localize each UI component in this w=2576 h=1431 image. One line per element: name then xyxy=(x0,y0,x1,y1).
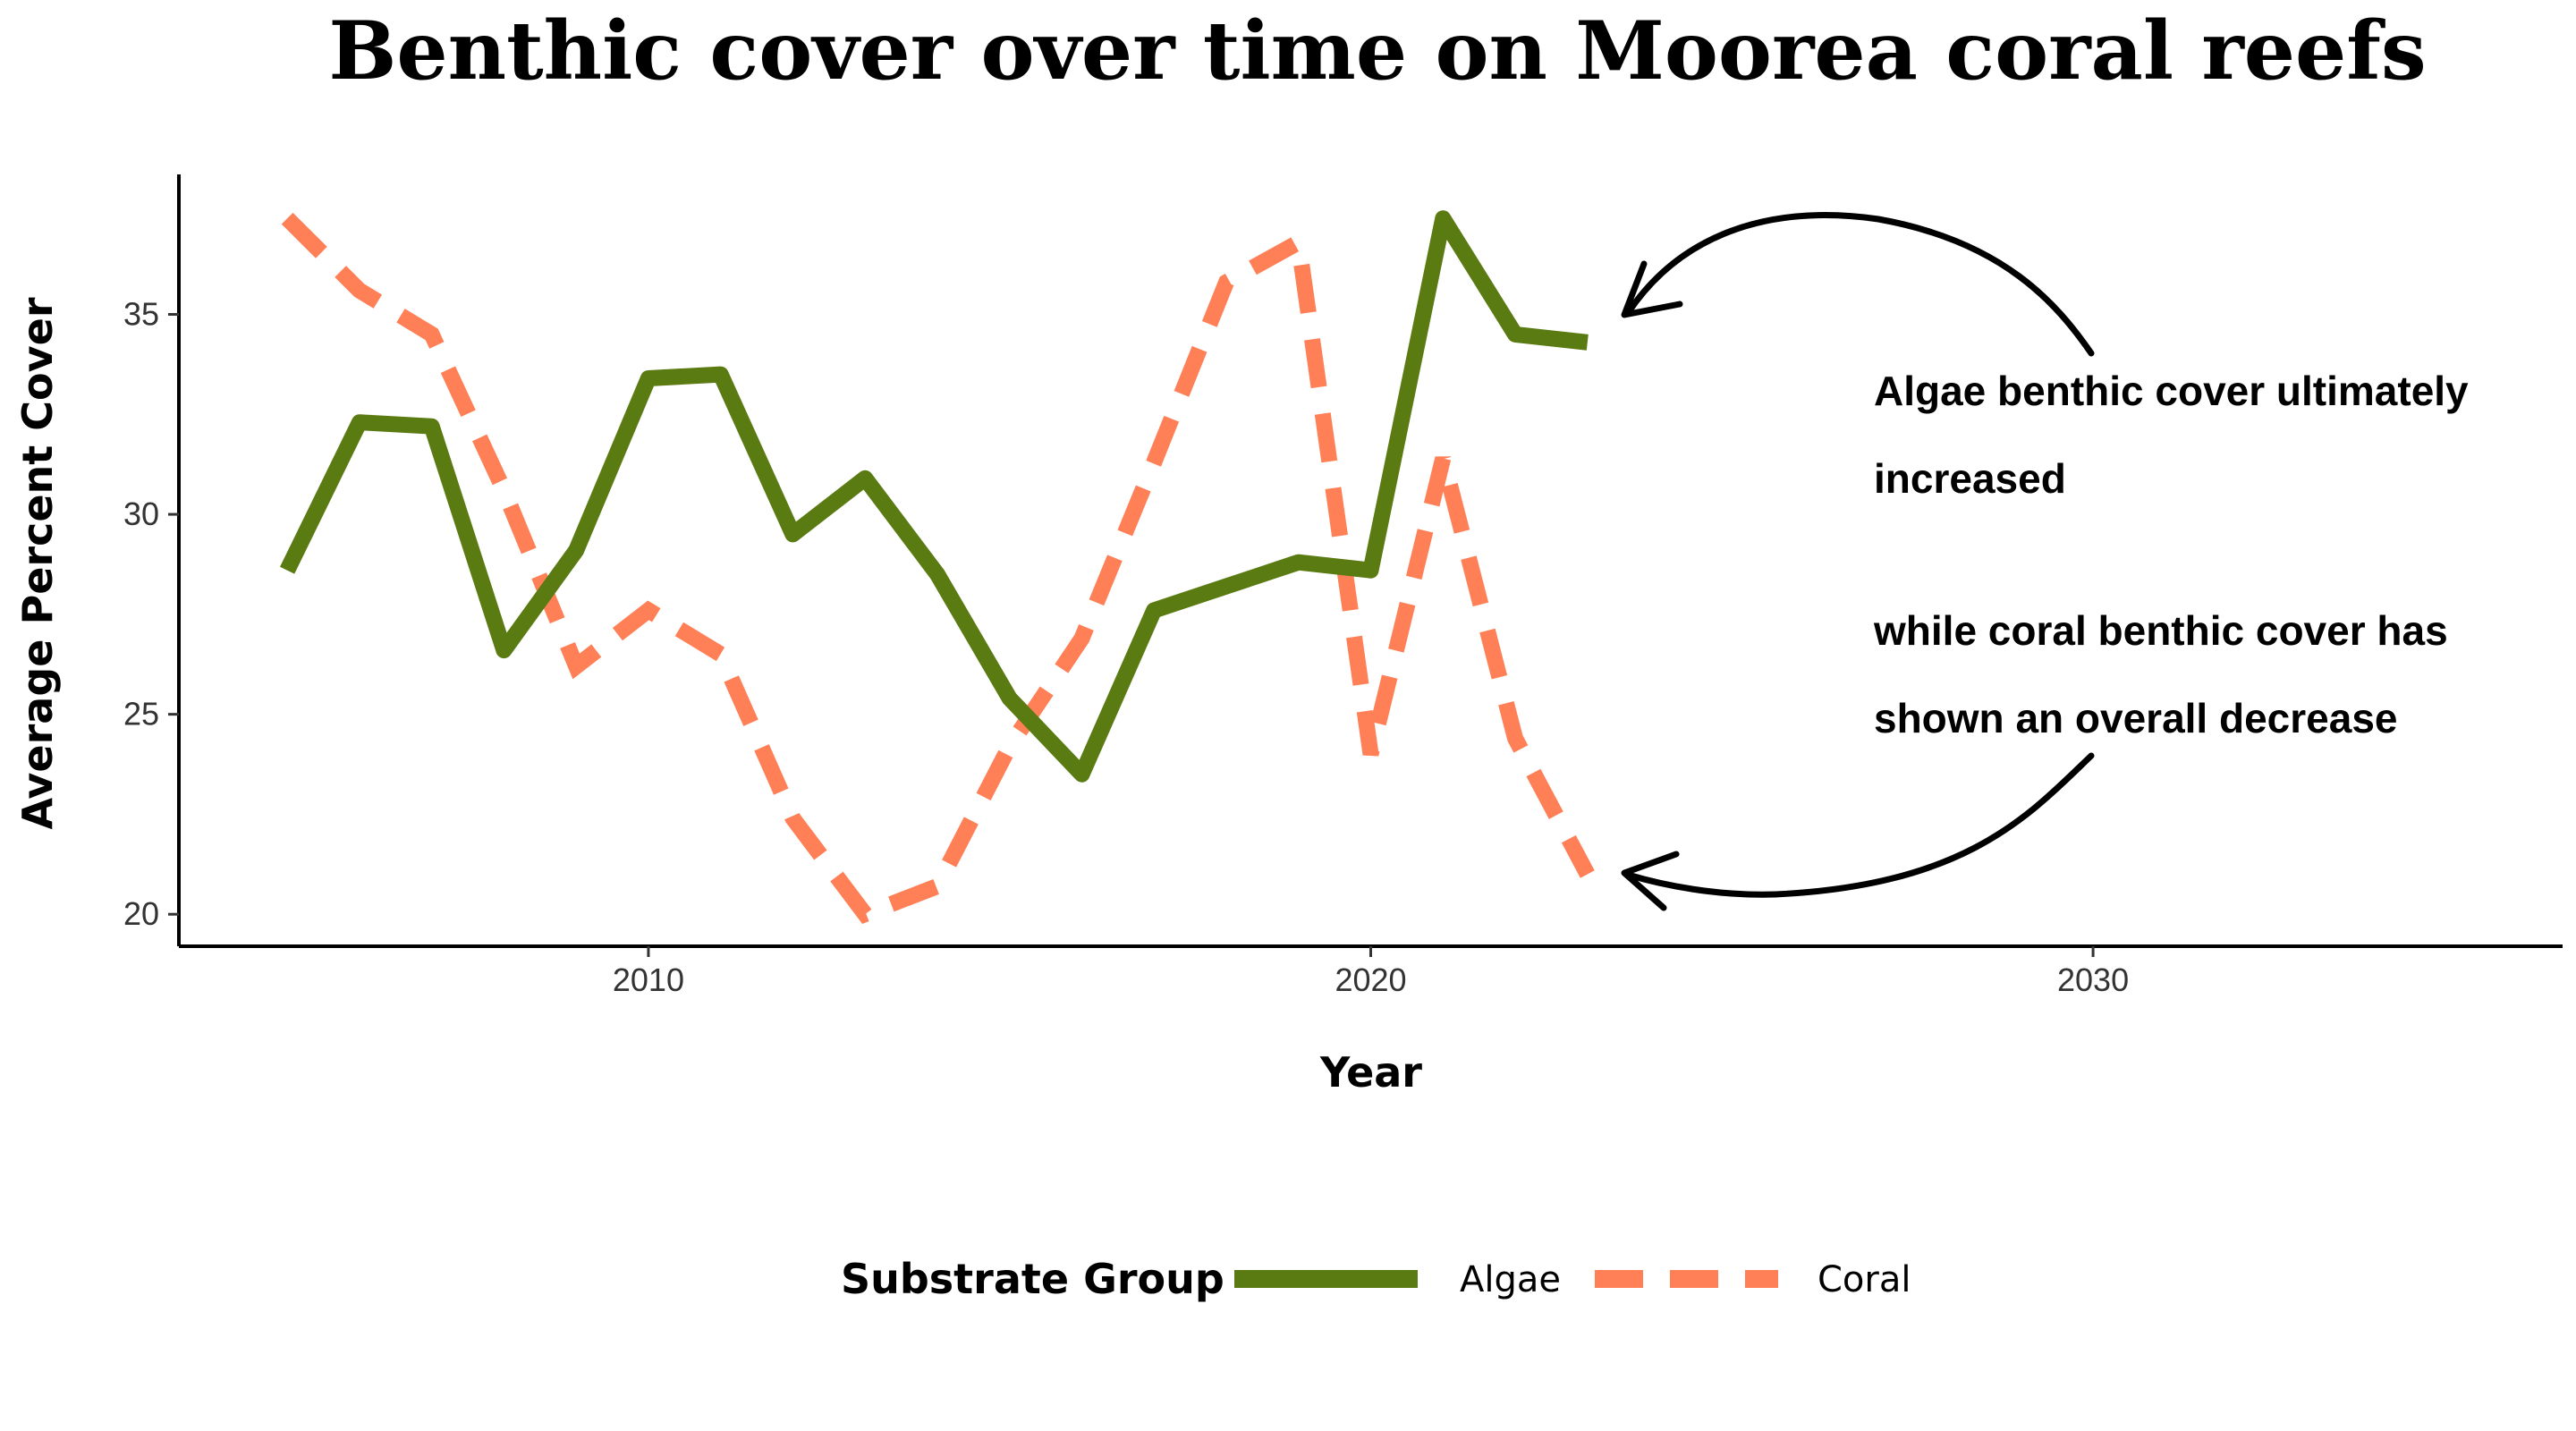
x-tick-label: 2010 xyxy=(613,961,684,998)
x-tick-label: 2020 xyxy=(1335,961,1406,998)
y-tick-label: 20 xyxy=(123,895,159,932)
annotation-line-2: increased xyxy=(1874,455,2066,502)
coral-arrow-head-icon xyxy=(1621,851,1680,911)
algae-arrow-curve xyxy=(1624,212,2095,357)
x-axis-title: Year xyxy=(1319,1048,1422,1097)
series-line-algae xyxy=(280,210,1589,783)
series-line-coral xyxy=(281,212,1595,925)
annotations: Algae benthic cover ultimately increased… xyxy=(1873,368,2469,741)
chart-title: Benthic cover over time on Moorea coral … xyxy=(328,4,2426,98)
axes: 20 25 30 35 2010 2020 2030 xyxy=(123,174,2563,998)
legend-algae-label: Algae xyxy=(1460,1259,1561,1300)
algae-arrow-head-icon xyxy=(1621,260,1683,318)
legend-coral-label: Coral xyxy=(1818,1259,1911,1300)
legend: Substrate Group Algae Coral xyxy=(841,1255,1911,1303)
annotation-arrows xyxy=(1621,212,2095,911)
annotation-line-3: while coral benthic cover has xyxy=(1873,607,2448,654)
legend-title: Substrate Group xyxy=(841,1255,1224,1303)
y-tick-label: 30 xyxy=(123,495,159,532)
y-axis-title: Average Percent Cover xyxy=(13,297,62,829)
y-tick-label: 25 xyxy=(123,696,159,732)
annotation-line-4: shown an overall decrease xyxy=(1874,695,2398,741)
y-tick-label: 35 xyxy=(123,296,159,333)
series-layer xyxy=(280,210,1595,925)
x-tick-label: 2030 xyxy=(2057,961,2129,998)
coral-arrow-curve xyxy=(1624,752,2095,898)
annotation-line-1: Algae benthic cover ultimately xyxy=(1874,368,2469,414)
